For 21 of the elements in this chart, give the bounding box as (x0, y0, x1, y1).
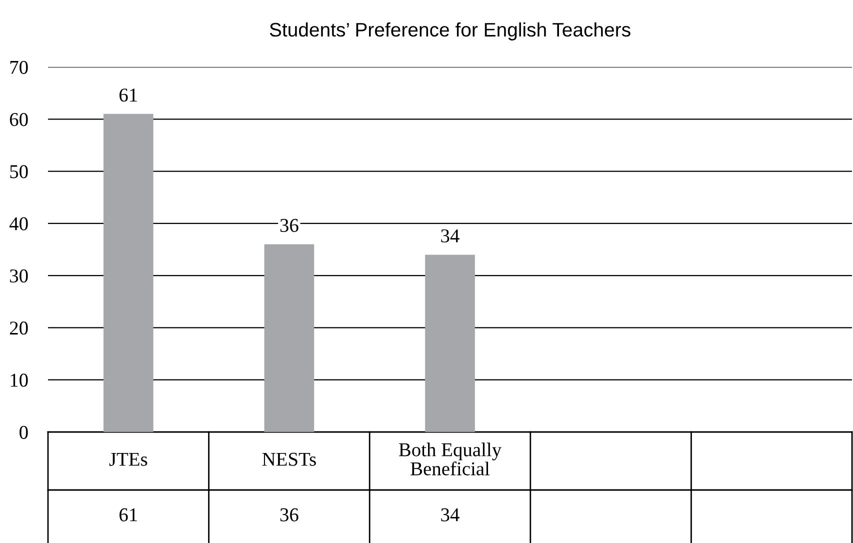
bar (103, 114, 154, 432)
data-label: 61 (120, 88, 137, 102)
text: 36 (280, 508, 298, 522)
data-label: 34 (441, 229, 460, 242)
y-tick-label: 70 (10, 60, 28, 74)
x-tick-label: JTEs (109, 452, 148, 466)
y-tick-label: 40 (9, 217, 28, 230)
data-label: 36 (280, 218, 298, 232)
y-tick-label: 60 (10, 112, 28, 126)
x-tick-label: NESTs (262, 452, 316, 466)
y-tick-label: 50 (10, 165, 28, 178)
bar (264, 244, 314, 432)
x-tick-label: Both Equally Beneficial (398, 442, 502, 476)
y-tick-label: 20 (10, 322, 28, 335)
y-tick-label: 0 (20, 426, 28, 439)
bar (425, 254, 475, 432)
y-tick-label: 30 (10, 269, 28, 283)
chart-title: Students’ Preference for English Teachers (270, 22, 630, 40)
text: 61 (120, 508, 137, 522)
y-tick-label: 10 (10, 374, 28, 387)
text: 34 (441, 508, 460, 522)
